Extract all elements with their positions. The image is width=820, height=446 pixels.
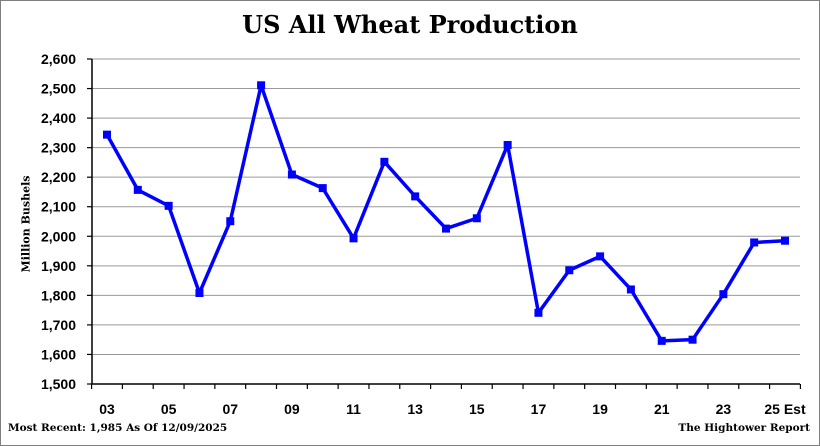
x-tick-label: 15 [469, 401, 485, 417]
data-point [750, 238, 759, 247]
y-tick-label: 1,600 [41, 346, 76, 362]
x-tick-label: 17 [531, 401, 547, 417]
x-tick-label: 21 [654, 401, 670, 417]
data-point [534, 308, 543, 317]
y-tick-label: 1,800 [41, 287, 76, 303]
y-tick-label: 1,700 [41, 317, 76, 333]
y-tick-labels: 1,500 1,600 1,700 1,800 1,900 2,000 2,100 2,200… [41, 51, 76, 392]
grid-lines [92, 58, 800, 355]
data-point [318, 184, 327, 193]
data-point [226, 217, 235, 226]
y-tick-label: 1,900 [41, 258, 76, 274]
axes [87, 58, 802, 389]
data-point [195, 289, 204, 297]
y-tick-label: 2,200 [41, 169, 76, 185]
x-tick-label: 23 [716, 401, 732, 417]
data-point [657, 336, 666, 345]
data-point [596, 252, 605, 261]
footer-most-recent: Most Recent: 1,985 As Of 12/09/2025 [8, 422, 228, 434]
data-point [380, 157, 389, 166]
x-tick-labels: 03 05 07 09 11 13 15 17 19 21 23 25 Est [99, 401, 806, 417]
data-point [781, 236, 789, 245]
x-tick-label: 25 Est [764, 401, 806, 417]
y-tick-label: 1,500 [41, 376, 76, 392]
data-point [164, 201, 173, 210]
x-tick-label: 05 [161, 401, 177, 417]
data-point [442, 224, 450, 233]
data-point [719, 290, 728, 299]
x-tick-label: 13 [407, 401, 423, 417]
series [103, 81, 789, 345]
y-tick-label: 2,400 [41, 110, 76, 126]
x-tick-label: 19 [592, 401, 608, 417]
x-tick-label: 03 [99, 401, 115, 417]
data-point [688, 335, 697, 344]
data-point [565, 266, 574, 275]
x-tick-label: 11 [346, 401, 361, 417]
data-point [472, 214, 481, 223]
data-point [411, 192, 420, 201]
x-tick-label: 09 [284, 401, 300, 417]
series-line [105, 83, 786, 343]
y-tick-label: 2,600 [41, 51, 76, 67]
data-point [349, 234, 358, 243]
y-tick-label: 2,000 [41, 228, 76, 244]
x-tick-label: 07 [222, 401, 238, 417]
chart-title: US All Wheat Production [242, 10, 578, 39]
data-point [103, 130, 111, 139]
data-point [626, 285, 635, 294]
data-point [257, 81, 266, 90]
y-tick-label: 2,100 [41, 199, 76, 215]
data-point [133, 185, 142, 194]
data-point [503, 140, 512, 149]
footer-source: The Hightower Report [678, 422, 810, 434]
y-tick-label: 2,500 [41, 81, 76, 97]
data-point [287, 170, 296, 179]
y-tick-label: 2,300 [41, 140, 76, 156]
